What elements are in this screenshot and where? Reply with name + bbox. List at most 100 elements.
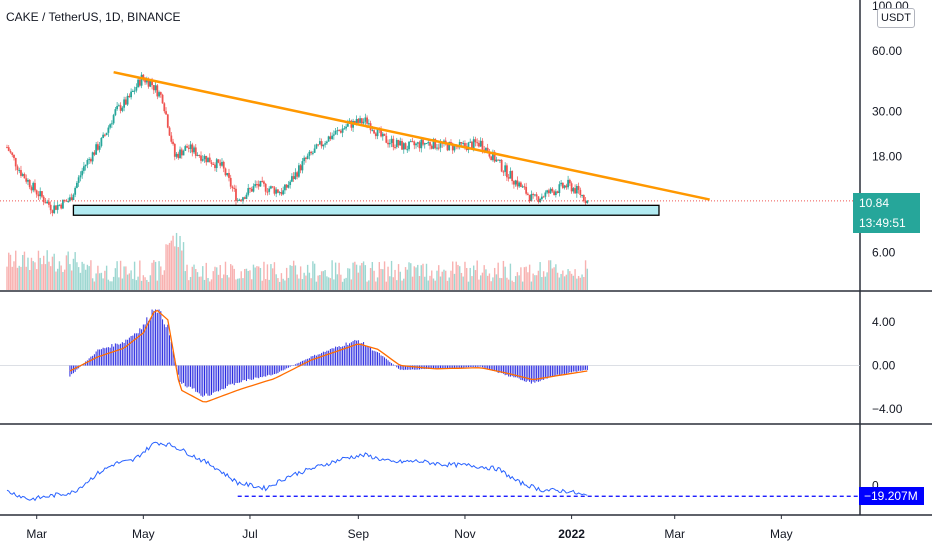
candle-body — [62, 199, 64, 209]
candle-body — [231, 186, 234, 188]
candle-body — [374, 133, 377, 137]
candle-body — [303, 157, 306, 162]
candle-body — [504, 165, 507, 172]
volume-bar — [563, 276, 566, 290]
candle-body — [409, 141, 412, 143]
volume-bar — [287, 277, 290, 290]
candle-body — [291, 176, 293, 182]
candle-body — [37, 194, 40, 197]
candle-body — [395, 139, 398, 148]
volume-bar — [77, 267, 80, 290]
candle-body — [219, 162, 222, 166]
volume-bar — [25, 266, 27, 290]
candle-body — [413, 141, 416, 146]
volume-bar — [569, 271, 571, 290]
candle-body — [584, 200, 587, 204]
volume-bar — [221, 278, 223, 290]
volume-bar — [51, 256, 54, 290]
volume-bar — [486, 275, 489, 290]
obv-value-tag: −19.207M — [859, 487, 924, 506]
volume-bar — [324, 270, 326, 290]
candle-body — [69, 197, 71, 201]
candle-body — [479, 140, 482, 147]
volume-bar — [562, 270, 564, 290]
volume-bar — [434, 280, 436, 290]
candle-body — [556, 191, 559, 194]
volume-bar — [420, 265, 422, 290]
volume-bar — [387, 266, 389, 290]
volume-bar — [410, 263, 412, 290]
volume-bar — [320, 271, 323, 290]
volume-bar — [137, 276, 139, 290]
volume-bar — [264, 279, 267, 290]
volume-bar — [74, 252, 76, 290]
candle-body — [27, 179, 29, 182]
candle-body — [86, 160, 89, 165]
candle-body — [140, 74, 143, 86]
volume-bar — [481, 272, 484, 290]
candle-body — [535, 194, 538, 197]
candle-body — [542, 196, 545, 198]
volume-bar — [436, 270, 438, 290]
volume-bar — [58, 261, 61, 290]
candle-body — [21, 174, 24, 176]
candle-body — [67, 200, 70, 202]
volume-bar — [584, 260, 587, 290]
volume-bar — [168, 242, 171, 290]
time-axis-tick: Mar — [26, 527, 47, 541]
volume-bar — [142, 275, 145, 290]
volume-bar — [513, 281, 515, 290]
volume-bar — [88, 266, 90, 290]
volume-bar — [579, 277, 582, 290]
currency-badge[interactable]: USDT — [877, 8, 915, 28]
candle-body — [18, 170, 21, 172]
volume-bar — [158, 261, 160, 290]
candle-body — [96, 144, 99, 150]
volume-bar — [310, 278, 312, 290]
candle-body — [247, 188, 250, 195]
volume-bar — [345, 277, 347, 290]
volume-bar — [278, 281, 281, 290]
volume-bar — [532, 273, 534, 290]
volume-bar — [76, 262, 78, 290]
candle-body — [357, 118, 360, 123]
candle-body — [138, 79, 141, 86]
candle-body — [203, 155, 206, 160]
candle-body — [256, 184, 258, 186]
volume-bar — [121, 278, 124, 290]
volume-bar — [271, 268, 274, 290]
volume-bar — [298, 278, 300, 290]
volume-bar — [259, 267, 262, 290]
volume-bar — [313, 263, 316, 290]
volume-bar — [257, 266, 260, 290]
volume-bar — [452, 261, 454, 290]
candle-body — [228, 173, 230, 178]
candle-body — [521, 186, 524, 188]
volume-bar — [30, 257, 33, 290]
volume-bar — [474, 270, 477, 290]
candle-body — [282, 190, 285, 195]
volume-bar — [431, 270, 433, 290]
time-axis-tick: 2022 — [558, 527, 585, 541]
volume-bar — [509, 263, 512, 290]
volume-bar — [466, 267, 468, 290]
volume-bar — [245, 268, 248, 290]
volume-bar — [46, 250, 48, 290]
volume-bar — [163, 270, 166, 290]
candle-body — [306, 155, 309, 159]
volume-bar — [555, 264, 557, 290]
candle-body — [500, 159, 503, 172]
volume-bar — [86, 264, 89, 290]
volume-bar — [200, 276, 202, 290]
volume-bar — [256, 266, 258, 290]
candle-body — [563, 185, 566, 188]
volume-bar — [457, 264, 459, 290]
volume-bar — [196, 272, 199, 290]
candle-body — [476, 142, 479, 144]
volume-bar — [140, 280, 143, 290]
volume-bar — [315, 281, 318, 290]
volume-bar — [396, 280, 398, 290]
candle-body — [513, 181, 515, 185]
